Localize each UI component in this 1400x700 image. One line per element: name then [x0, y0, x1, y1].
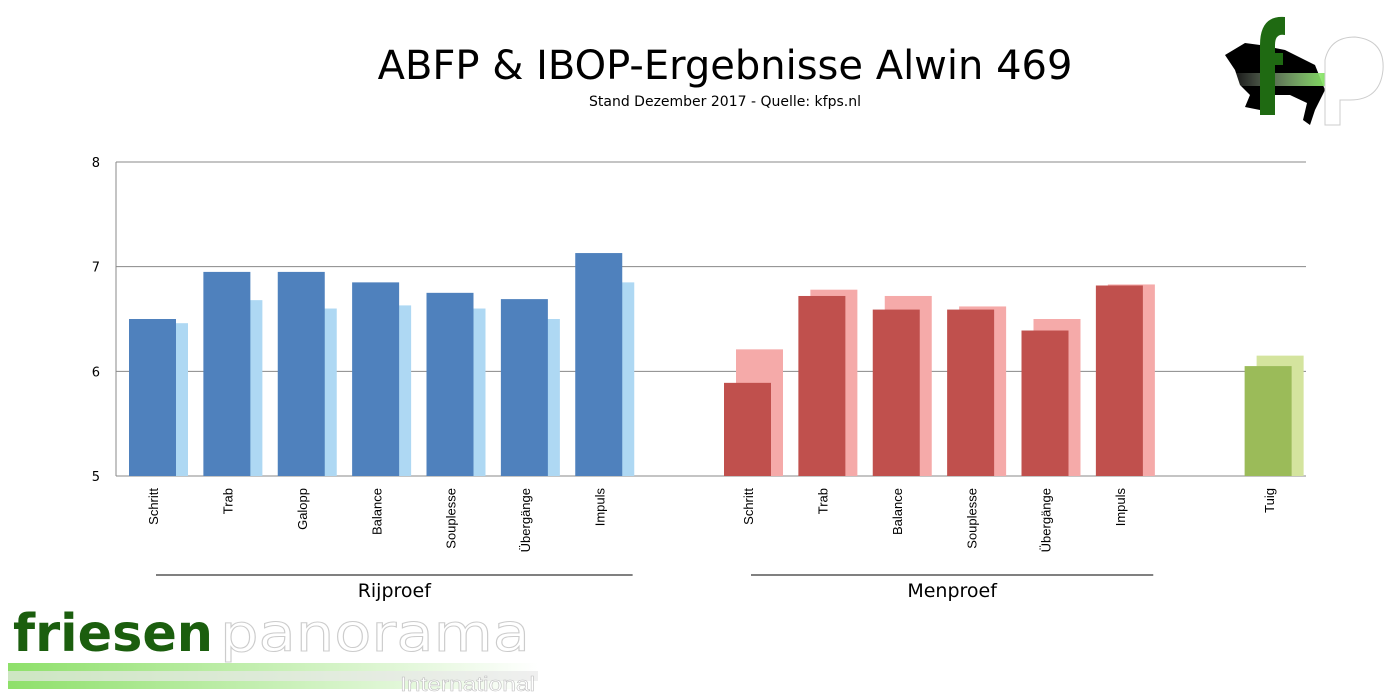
x-tick-label: Schritt: [741, 488, 756, 525]
group-label: Rijproef: [358, 580, 433, 602]
x-tick-label: Souplesse: [444, 488, 459, 549]
x-tick-label: Übergänge: [1039, 488, 1054, 552]
x-tick-label: Impuls: [592, 488, 607, 527]
x-tick-label: Souplesse: [964, 488, 979, 549]
fp-logo: [1225, 16, 1384, 126]
y-tick-label: 7: [92, 261, 100, 276]
svg-text:friesen: friesen: [13, 605, 213, 664]
value-bar: [426, 292, 474, 476]
value-bar: [1095, 285, 1143, 476]
x-tick-label: Tuig: [1262, 488, 1277, 513]
value-bar: [129, 319, 176, 476]
x-tick-label: Trab: [816, 488, 831, 514]
x-tick-label: Balance: [890, 488, 905, 535]
value-bar: [724, 382, 771, 476]
x-tick-label: Balance: [369, 488, 384, 535]
x-tick-label: Übergänge: [518, 488, 533, 552]
value-bar: [1244, 366, 1292, 476]
value-bar: [872, 309, 920, 476]
y-tick-label: 8: [92, 156, 100, 171]
value-bar: [947, 309, 995, 476]
x-tick-label: Galopp: [295, 488, 310, 530]
friesenpanorama-logo: friesen panorama International: [8, 605, 538, 696]
value-bar: [203, 271, 251, 476]
y-tick-label: 5: [92, 470, 100, 485]
value-bar: [1021, 330, 1069, 476]
x-tick-label: Schritt: [146, 488, 161, 525]
x-tick-label: Trab: [221, 488, 236, 514]
y-tick-label: 6: [92, 365, 100, 380]
svg-text:panorama: panorama: [220, 605, 530, 664]
chart-subtitle: Stand Dezember 2017 - Quelle: kfps.nl: [589, 94, 861, 110]
chart-title: ABFP & IBOP-Ergebnisse Alwin 469: [377, 43, 1073, 89]
x-tick-label: Impuls: [1113, 488, 1128, 527]
group-label: Menproef: [907, 580, 998, 602]
value-bar: [575, 253, 623, 476]
value-bar: [277, 271, 325, 476]
value-bar: [798, 295, 846, 476]
value-bar: [500, 299, 548, 476]
value-bar: [352, 282, 400, 476]
svg-text:International: International: [400, 674, 535, 696]
